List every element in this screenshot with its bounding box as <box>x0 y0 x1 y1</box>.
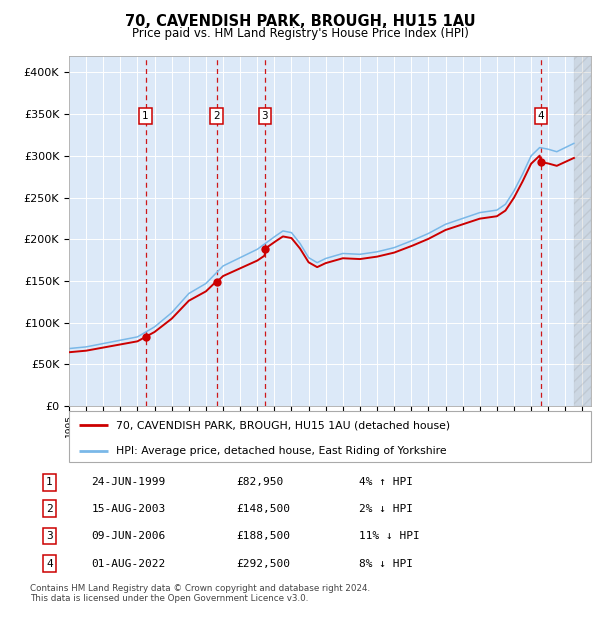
Text: 01-AUG-2022: 01-AUG-2022 <box>91 559 166 569</box>
Text: 15-AUG-2003: 15-AUG-2003 <box>91 503 166 513</box>
Bar <box>574 56 591 406</box>
FancyBboxPatch shape <box>69 411 591 462</box>
Text: 4% ↑ HPI: 4% ↑ HPI <box>359 477 413 487</box>
Text: 2% ↓ HPI: 2% ↓ HPI <box>359 503 413 513</box>
Text: 2: 2 <box>213 111 220 121</box>
Text: £188,500: £188,500 <box>236 531 290 541</box>
Text: 24-JUN-1999: 24-JUN-1999 <box>91 477 166 487</box>
Text: Contains HM Land Registry data © Crown copyright and database right 2024.
This d: Contains HM Land Registry data © Crown c… <box>30 584 370 603</box>
Text: 3: 3 <box>46 531 53 541</box>
Text: 11% ↓ HPI: 11% ↓ HPI <box>359 531 420 541</box>
Text: £148,500: £148,500 <box>236 503 290 513</box>
Text: £292,500: £292,500 <box>236 559 290 569</box>
Text: Price paid vs. HM Land Registry's House Price Index (HPI): Price paid vs. HM Land Registry's House … <box>131 27 469 40</box>
Text: 4: 4 <box>538 111 544 121</box>
Text: 1: 1 <box>142 111 149 121</box>
Text: 4: 4 <box>46 559 53 569</box>
Text: 8% ↓ HPI: 8% ↓ HPI <box>359 559 413 569</box>
Text: 70, CAVENDISH PARK, BROUGH, HU15 1AU (detached house): 70, CAVENDISH PARK, BROUGH, HU15 1AU (de… <box>116 420 450 430</box>
Text: HPI: Average price, detached house, East Riding of Yorkshire: HPI: Average price, detached house, East… <box>116 446 446 456</box>
Text: 3: 3 <box>262 111 268 121</box>
Text: 2: 2 <box>46 503 53 513</box>
Text: £82,950: £82,950 <box>236 477 284 487</box>
Text: 1: 1 <box>46 477 53 487</box>
Text: 09-JUN-2006: 09-JUN-2006 <box>91 531 166 541</box>
Text: 70, CAVENDISH PARK, BROUGH, HU15 1AU: 70, CAVENDISH PARK, BROUGH, HU15 1AU <box>125 14 475 29</box>
